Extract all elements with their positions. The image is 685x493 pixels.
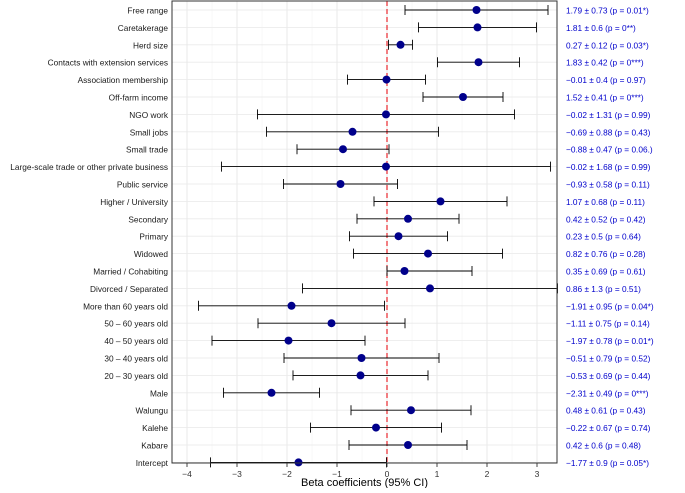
- row-label: Higher / University: [100, 197, 169, 207]
- row-label: Widowed: [134, 249, 169, 259]
- row-label: Off-farm income: [109, 93, 169, 103]
- x-tick-label: 0: [385, 469, 390, 479]
- point-estimate: [284, 336, 293, 345]
- coef-annotation: 0.42 ± 0.6 (p = 0.48): [566, 441, 641, 451]
- coef-annotation: 1.79 ± 0.73 (p = 0.01*): [566, 6, 649, 16]
- x-tick-label: −1: [332, 469, 342, 479]
- coef-annotation: 0.48 ± 0.61 (p = 0.43): [566, 406, 646, 416]
- point-estimates: [267, 6, 483, 467]
- coef-annotation: 0.35 ± 0.69 (p = 0.61): [566, 267, 646, 277]
- coef-annotation: −2.31 ± 0.49 (p = 0***): [566, 388, 649, 398]
- x-tick-label: 2: [485, 469, 490, 479]
- x-tick-label: 1: [435, 469, 440, 479]
- row-label: Herd size: [133, 40, 168, 50]
- point-estimate: [267, 388, 276, 397]
- x-tick-label: −2: [282, 469, 292, 479]
- annotations: 1.79 ± 0.73 (p = 0.01*) 1.81 ± 0.6 (p = 0…: [566, 6, 654, 468]
- row-label: Association membership: [78, 75, 169, 85]
- coef-annotation: −0.02 ± 1.31 (p = 0.99): [566, 110, 651, 120]
- point-estimate: [396, 40, 405, 49]
- x-axis-label: Beta coefficients (95% CI): [301, 477, 428, 488]
- point-estimate: [474, 58, 483, 67]
- row-labels: Free range Caretakerage Herd size Contacts …: [10, 6, 169, 468]
- coef-annotation: 1.81 ± 0.6 (p = 0**): [566, 23, 636, 33]
- row-label: Small trade: [126, 145, 168, 155]
- point-estimate: [348, 127, 357, 136]
- point-estimate: [424, 249, 432, 258]
- plot-panel-border: [171, 0, 558, 464]
- row-label: Kalehe: [142, 423, 168, 433]
- point-estimate: [327, 319, 336, 328]
- coef-annotation: 0.42 ± 0.52 (p = 0.42): [566, 214, 646, 224]
- coef-annotation: −0.22 ± 0.67 (p = 0.74): [566, 423, 651, 433]
- row-label: Married / Cohabiting: [93, 267, 168, 277]
- row-label: More than 60 years old: [83, 301, 168, 311]
- row-label: 40 – 50 years old: [104, 336, 168, 346]
- coef-annotation: 1.07 ± 0.68 (p = 0.11): [566, 197, 645, 207]
- point-estimate: [287, 301, 296, 310]
- row-label: Public service: [117, 180, 169, 190]
- coef-annotation: −0.69 ± 0.88 (p = 0.43): [566, 127, 651, 137]
- row-label: Secondary: [128, 214, 169, 224]
- row-label: Primary: [139, 232, 168, 242]
- x-axis-ticks: −4 −3 −2 −1 0 1 2 3: [182, 463, 540, 479]
- x-tick-label: −4: [182, 469, 192, 479]
- coef-annotation: −0.93 ± 0.58 (p = 0.11): [566, 180, 650, 190]
- point-estimate: [472, 6, 481, 14]
- point-estimate: [357, 354, 366, 362]
- row-label: Contacts with extension services: [48, 58, 168, 68]
- row-label: Divorced / Separated: [90, 284, 168, 294]
- coef-annotation: 0.86 ± 1.3 (p = 0.51): [566, 284, 641, 294]
- row-label: NGO work: [129, 110, 169, 120]
- point-estimate: [404, 441, 412, 449]
- coef-annotation: −0.02 ± 1.68 (p = 0.99): [566, 162, 651, 172]
- row-label: 30 – 40 years old: [104, 354, 168, 364]
- coef-annotation: −0.88 ± 0.47 (p = 0.06.): [566, 145, 653, 155]
- row-label: Walungu: [136, 406, 169, 416]
- point-estimate: [356, 371, 365, 380]
- point-estimate: [372, 423, 380, 432]
- row-label: Kabare: [141, 441, 168, 451]
- coef-annotation: 1.52 ± 0.41 (p = 0***): [566, 93, 644, 103]
- point-estimate: [339, 145, 347, 154]
- point-estimate: [382, 162, 390, 171]
- x-tick-label: 3: [535, 469, 540, 479]
- point-estimate: [382, 75, 391, 84]
- point-estimate: [459, 93, 467, 101]
- coef-annotation: −0.53 ± 0.69 (p = 0.44): [566, 371, 651, 381]
- point-estimate: [404, 214, 412, 223]
- coef-annotation: −1.11 ± 0.75 (p = 0.14): [566, 319, 650, 329]
- row-label: 50 – 60 years old: [104, 319, 168, 329]
- coef-annotation: 0.23 ± 0.5 (p = 0.64): [566, 232, 641, 242]
- row-label: Intercept: [136, 458, 169, 468]
- row-label: Small jobs: [130, 127, 168, 137]
- coef-annotation: −1.97 ± 0.78 (p = 0.01*): [566, 336, 654, 346]
- point-estimate: [407, 406, 415, 415]
- row-label: Large-scale trade or other private busin…: [10, 162, 168, 172]
- coef-annotation: −1.77 ± 0.9 (p = 0.05*): [566, 458, 649, 468]
- point-estimate: [394, 232, 403, 241]
- row-label: Free range: [127, 6, 168, 16]
- row-label: 20 – 30 years old: [104, 371, 168, 381]
- point-estimate: [294, 458, 303, 467]
- coef-annotation: −0.51 ± 0.79 (p = 0.52): [566, 354, 651, 364]
- point-estimate: [336, 180, 345, 188]
- x-tick-label: −3: [232, 469, 242, 479]
- plot-panel: [172, 1, 557, 463]
- coef-annotation: −1.91 ± 0.95 (p = 0.04*): [566, 301, 654, 311]
- row-label: Caretakerage: [118, 23, 169, 33]
- point-estimate: [382, 110, 390, 119]
- point-estimate: [473, 23, 482, 32]
- coef-annotation: 1.83 ± 0.42 (p = 0***): [566, 58, 644, 68]
- coef-annotation: −0.01 ± 0.4 (p = 0.97): [566, 75, 646, 85]
- coef-annotation: 0.82 ± 0.76 (p = 0.28): [566, 249, 646, 259]
- point-estimate: [436, 197, 445, 206]
- coef-annotation: 0.27 ± 0.12 (p = 0.03*): [566, 40, 649, 50]
- point-estimate: [400, 267, 409, 275]
- row-label: Male: [150, 388, 168, 398]
- point-estimate: [426, 284, 434, 293]
